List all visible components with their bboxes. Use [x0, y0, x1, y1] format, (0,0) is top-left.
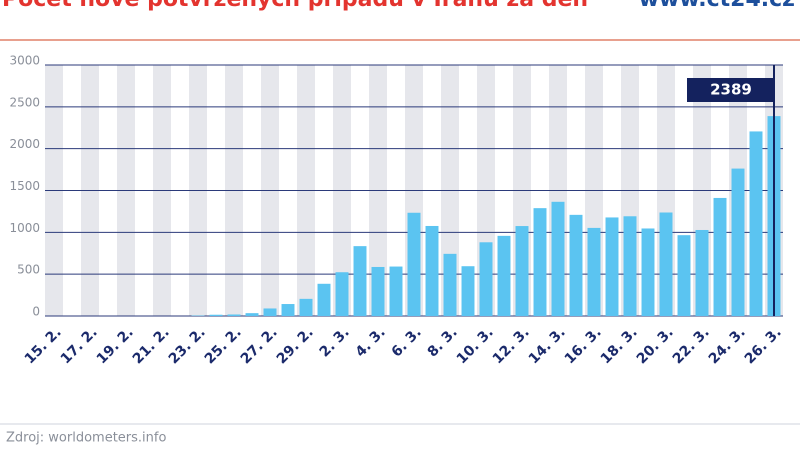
- bar: [371, 266, 385, 316]
- bar: [731, 168, 745, 316]
- bar: [659, 212, 673, 316]
- bar: [533, 208, 547, 316]
- bar: [641, 228, 655, 316]
- y-tick-label: 500: [17, 263, 40, 277]
- bar: [281, 304, 295, 316]
- bar: [317, 283, 331, 316]
- x-tick-label: 17. 2.: [58, 324, 101, 367]
- x-tick-label: 16. 3.: [562, 324, 605, 367]
- brand: www.ct24.cz: [639, 0, 795, 12]
- x-tick-label: 6. 3.: [389, 324, 425, 360]
- x-tick-label: 29. 2.: [274, 324, 317, 367]
- bar: [587, 227, 601, 316]
- x-tick-label: 20. 3.: [634, 324, 677, 367]
- x-tick-label: 21. 2.: [130, 324, 173, 367]
- x-tick-label: 10. 3.: [454, 324, 497, 367]
- bar: [569, 214, 583, 316]
- y-tick-label: 2000: [9, 137, 40, 151]
- bar: [461, 266, 475, 316]
- bar: [245, 313, 259, 316]
- y-tick-label: 2500: [9, 95, 40, 109]
- bar: [713, 197, 727, 316]
- x-tick-label: 4. 3.: [353, 324, 389, 360]
- bar: [443, 253, 457, 316]
- bar: [497, 235, 511, 316]
- bar: [227, 314, 241, 316]
- x-tick-label: 26. 3.: [742, 324, 785, 367]
- bar: [209, 314, 223, 316]
- x-tick-label: 18. 3.: [598, 324, 641, 367]
- x-tick-label: 27. 2.: [238, 324, 281, 367]
- bar: [605, 217, 619, 316]
- x-tick-label: 25. 2.: [202, 324, 245, 367]
- annotation: 2389: [710, 81, 752, 99]
- bar: [749, 131, 763, 316]
- x-tick-label: 14. 3.: [526, 324, 569, 367]
- y-tick-label: 0: [32, 305, 40, 319]
- annotation-box: [687, 78, 774, 102]
- bar: [335, 272, 349, 316]
- y-tick-label: 3000: [9, 54, 40, 68]
- bar: [263, 308, 277, 316]
- x-tick-label: 15. 2.: [22, 324, 65, 367]
- bar: [389, 266, 403, 316]
- y-tick-label: 1000: [9, 221, 40, 235]
- bar: [407, 212, 421, 316]
- bar: [515, 226, 529, 316]
- bar: [695, 229, 709, 316]
- y-tick-label: 1500: [9, 179, 40, 193]
- bar: [677, 235, 691, 316]
- x-tick-label: 22. 3.: [670, 324, 713, 367]
- x-tick-label: 19. 2.: [94, 324, 137, 367]
- bar: [299, 298, 313, 316]
- x-tick-label: 23. 2.: [166, 324, 209, 367]
- bar: [425, 225, 439, 316]
- bar: [353, 246, 367, 316]
- x-tick-label: 12. 3.: [490, 324, 533, 367]
- chart-title: Počet nově potvrzených případů v Íránu z…: [2, 0, 588, 12]
- bar: [623, 216, 637, 316]
- x-tick-label: 24. 3.: [706, 324, 749, 367]
- source: Zdroj: worldometers.info: [6, 431, 166, 446]
- x-tick-label: 2. 3.: [317, 324, 353, 360]
- bar: [551, 201, 565, 316]
- bar: [479, 242, 493, 316]
